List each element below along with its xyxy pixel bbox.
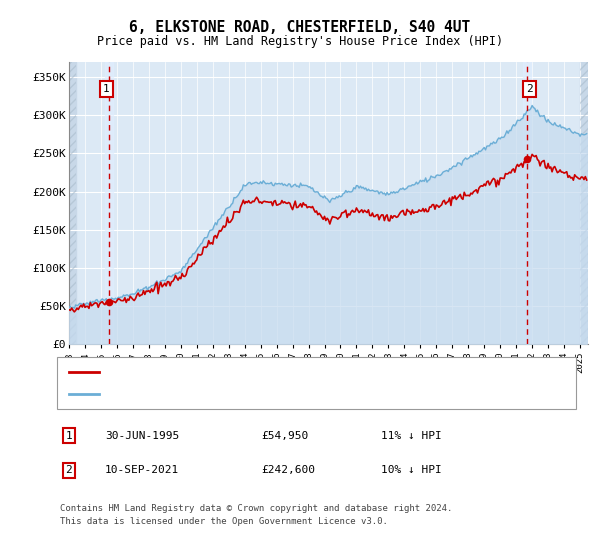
Text: £54,950: £54,950 [261,431,308,441]
Text: 2: 2 [526,84,533,94]
Text: 10-SEP-2021: 10-SEP-2021 [105,465,179,475]
Text: 6, ELKSTONE ROAD, CHESTERFIELD, S40 4UT (detached house): 6, ELKSTONE ROAD, CHESTERFIELD, S40 4UT … [105,367,455,377]
Text: 6, ELKSTONE ROAD, CHESTERFIELD, S40 4UT: 6, ELKSTONE ROAD, CHESTERFIELD, S40 4UT [130,20,470,35]
Text: 2: 2 [65,465,73,475]
Bar [69,62,76,344]
Text: 1: 1 [65,431,73,441]
Text: Contains HM Land Registry data © Crown copyright and database right 2024.
This d: Contains HM Land Registry data © Crown c… [60,504,452,525]
Text: 1: 1 [103,84,110,94]
Text: £242,600: £242,600 [261,465,315,475]
Text: 10% ↓ HPI: 10% ↓ HPI [381,465,442,475]
Bar [69,62,76,344]
Text: 30-JUN-1995: 30-JUN-1995 [105,431,179,441]
Bar [523,62,531,344]
Bar [105,62,113,344]
Bar [580,62,588,344]
Text: HPI: Average price, detached house, Chesterfield: HPI: Average price, detached house, Ches… [105,389,405,399]
Bar [580,62,588,344]
Text: 11% ↓ HPI: 11% ↓ HPI [381,431,442,441]
Text: Price paid vs. HM Land Registry's House Price Index (HPI): Price paid vs. HM Land Registry's House … [97,35,503,48]
